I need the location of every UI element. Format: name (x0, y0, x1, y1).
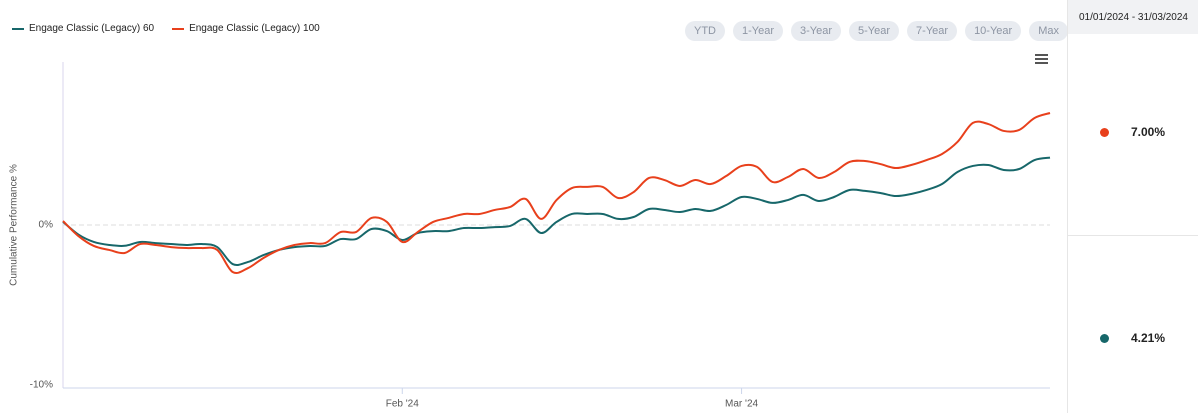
legend-swatch (12, 27, 24, 30)
period: 01/01/2024 - 31/03/2024 (1068, 0, 1198, 34)
summary-value: 7.00% (1131, 125, 1166, 139)
legend-label: Engage Classic (Legacy) 100 (189, 23, 320, 34)
range-button[interactable]: 5-Year (849, 21, 900, 41)
legend-item: Engage Classic (Legacy) 60 (12, 23, 154, 34)
dot (1100, 333, 1109, 343)
divider (1068, 235, 1198, 236)
range-button[interactable]: Max (1029, 21, 1068, 41)
x-tick-label: Feb '24 (386, 399, 419, 410)
range-button[interactable]: 3-Year (791, 21, 842, 41)
y-tick-label: -10% (30, 380, 53, 391)
summary-panel: 01/01/2024 - 31/03/2024 7.00% 4.21% (1067, 0, 1198, 413)
legend: Engage Classic (Legacy) 60 Engage Classic… (12, 23, 320, 34)
range-button[interactable]: 1-Year (733, 21, 784, 41)
summary-row: 7.00% (1068, 125, 1198, 139)
legend-item: Engage Classic (Legacy) 100 (172, 23, 320, 34)
y-axis-label: Cumulative Performance % (9, 164, 20, 286)
x-tick-label: Mar '24 (725, 399, 758, 410)
dot (1100, 127, 1109, 137)
range-button[interactable]: 10-Year (965, 21, 1022, 41)
summary-value: 4.21% (1131, 331, 1166, 345)
menu-bar (1035, 54, 1048, 56)
legend-label: Engage Classic (Legacy) 60 (29, 23, 155, 34)
series-line (62, 156, 1051, 266)
legend-swatch (172, 27, 185, 30)
y-tick-label: 0% (39, 220, 54, 231)
menu-icon[interactable] (1035, 54, 1048, 64)
menu-bar (1035, 58, 1048, 60)
range-buttons: YTD 1-Year 3-Year 5-Year 7-Year 10-Year Max (685, 21, 1068, 41)
range-button[interactable]: 7-Year (907, 21, 958, 41)
series-line (62, 112, 1051, 275)
chart: Cumulative Performance % -10% 0% Feb '24 Ma… (9, 54, 1051, 410)
summary-row: 4.21% (1068, 331, 1198, 345)
range-button[interactable]: YTD (685, 21, 725, 41)
menu-bar (1035, 62, 1048, 64)
